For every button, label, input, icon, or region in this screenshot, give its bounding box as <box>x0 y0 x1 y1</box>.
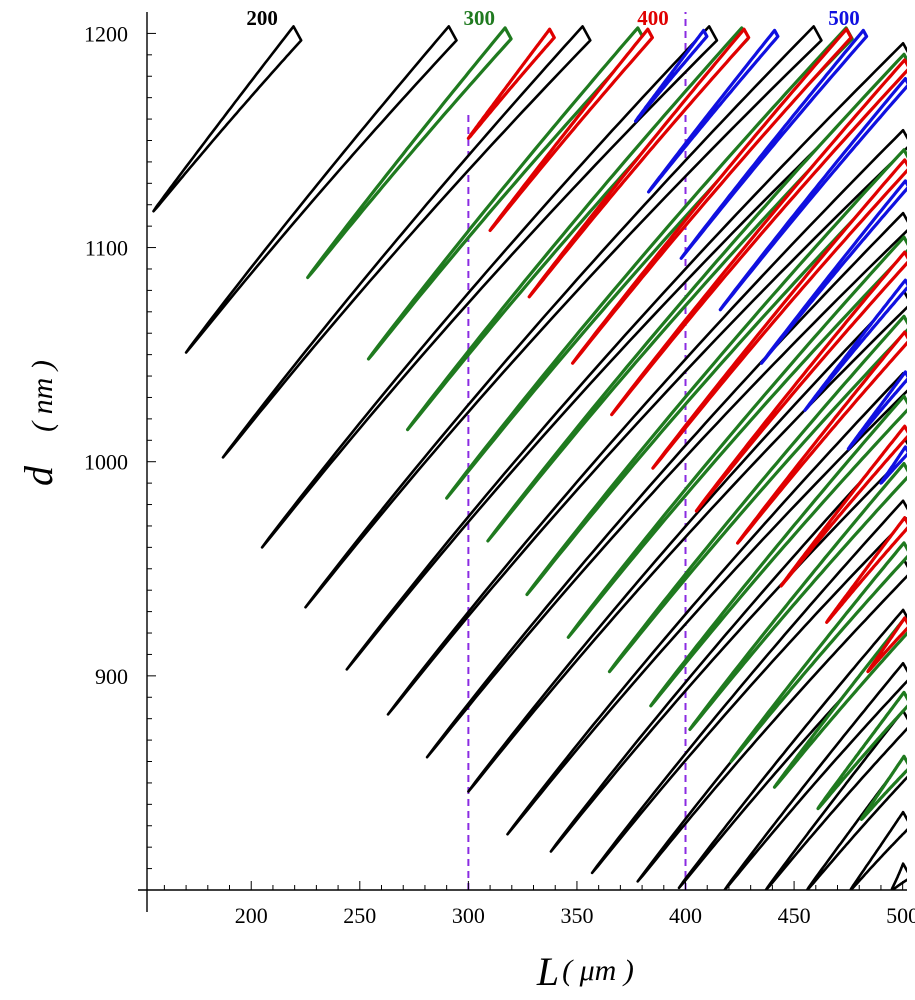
arc-200-16 <box>764 709 907 890</box>
arc-500-3 <box>679 28 869 260</box>
arc-400-6 <box>651 158 907 470</box>
arc-500-7 <box>846 370 907 451</box>
arc-400-5 <box>610 58 907 417</box>
x-tick-label: 350 <box>560 903 593 928</box>
arc-200-7 <box>386 128 907 716</box>
arc-500-5 <box>759 179 907 365</box>
axes <box>138 12 907 912</box>
arc-200-15 <box>723 661 907 890</box>
series-label-300: 300 <box>463 6 495 30</box>
arc-200-4 <box>260 25 719 549</box>
arc-400-3 <box>527 27 751 299</box>
arc-300-2 <box>366 26 646 361</box>
y-tick-label: 1200 <box>84 21 128 46</box>
series-label-400: 400 <box>637 6 669 30</box>
arc-300-6 <box>525 148 907 597</box>
arc-200-9 <box>467 288 907 793</box>
arc-400-11 <box>866 616 907 674</box>
y-tick-label: 1000 <box>84 450 128 475</box>
y-axis-title: d ( nm ) <box>16 360 61 486</box>
y-tick-label: 1100 <box>85 236 128 261</box>
arc-400-4 <box>570 27 853 365</box>
arc-500-2 <box>646 28 780 194</box>
x-tick-label: 200 <box>235 903 268 928</box>
x-axis-var: L <box>536 949 559 994</box>
arc-500-6 <box>803 278 907 412</box>
arc-400-1 <box>466 27 556 140</box>
series-label-200: 200 <box>246 6 278 30</box>
arc-300-8 <box>607 314 907 674</box>
arc-500-4 <box>718 76 907 312</box>
x-tick-label: 300 <box>452 903 485 928</box>
arc-200-3 <box>221 25 592 459</box>
arc-200-1 <box>152 25 303 213</box>
arc-200-10 <box>506 371 907 836</box>
arc-200-6 <box>345 41 907 671</box>
arc-500-1 <box>633 28 709 123</box>
arc-400-10 <box>825 516 907 624</box>
arc-300-13 <box>816 690 907 811</box>
arc-300-11 <box>729 541 907 764</box>
arc-300-14 <box>859 754 907 821</box>
arc-300-10 <box>688 462 907 732</box>
y-axis-var: d <box>16 465 61 486</box>
y-axis-unit: ( nm ) <box>26 360 59 432</box>
arc-300-7 <box>566 235 907 639</box>
arc-400-9 <box>779 424 907 588</box>
arc-200-12 <box>590 499 907 875</box>
arc-500-8 <box>879 445 907 485</box>
x-axis-title: L ( μm ) <box>536 949 634 994</box>
arc-400-2 <box>488 27 655 232</box>
plot-area <box>152 25 907 890</box>
arc-300-1 <box>306 26 513 280</box>
arc-400-8 <box>735 330 907 545</box>
x-tick-label: 450 <box>778 903 811 928</box>
series-label-500: 500 <box>828 6 860 30</box>
arc-200-13 <box>636 556 907 883</box>
arc-400-7 <box>694 250 907 513</box>
arc-300-9 <box>649 394 907 708</box>
series-500 <box>633 28 907 485</box>
arc-200-8 <box>425 211 907 759</box>
x-tick-label: 500 <box>886 903 915 928</box>
arc-200-19 <box>890 862 907 890</box>
arc-200-5 <box>304 25 823 609</box>
series-400 <box>466 27 907 674</box>
series-labels: 200 300 400 500 <box>246 6 859 30</box>
x-axis-unit: ( μm ) <box>562 954 634 987</box>
arc-200-14 <box>677 608 907 890</box>
x-tick-label: 400 <box>669 903 702 928</box>
arc-200-18 <box>849 810 907 890</box>
y-tick-label: 900 <box>95 664 128 689</box>
x-tick-label: 250 <box>343 903 376 928</box>
arc-200-2 <box>184 25 458 354</box>
ticks: 200 250 300 350 400 450 500 900 1000 1100 1200 <box>84 21 915 928</box>
